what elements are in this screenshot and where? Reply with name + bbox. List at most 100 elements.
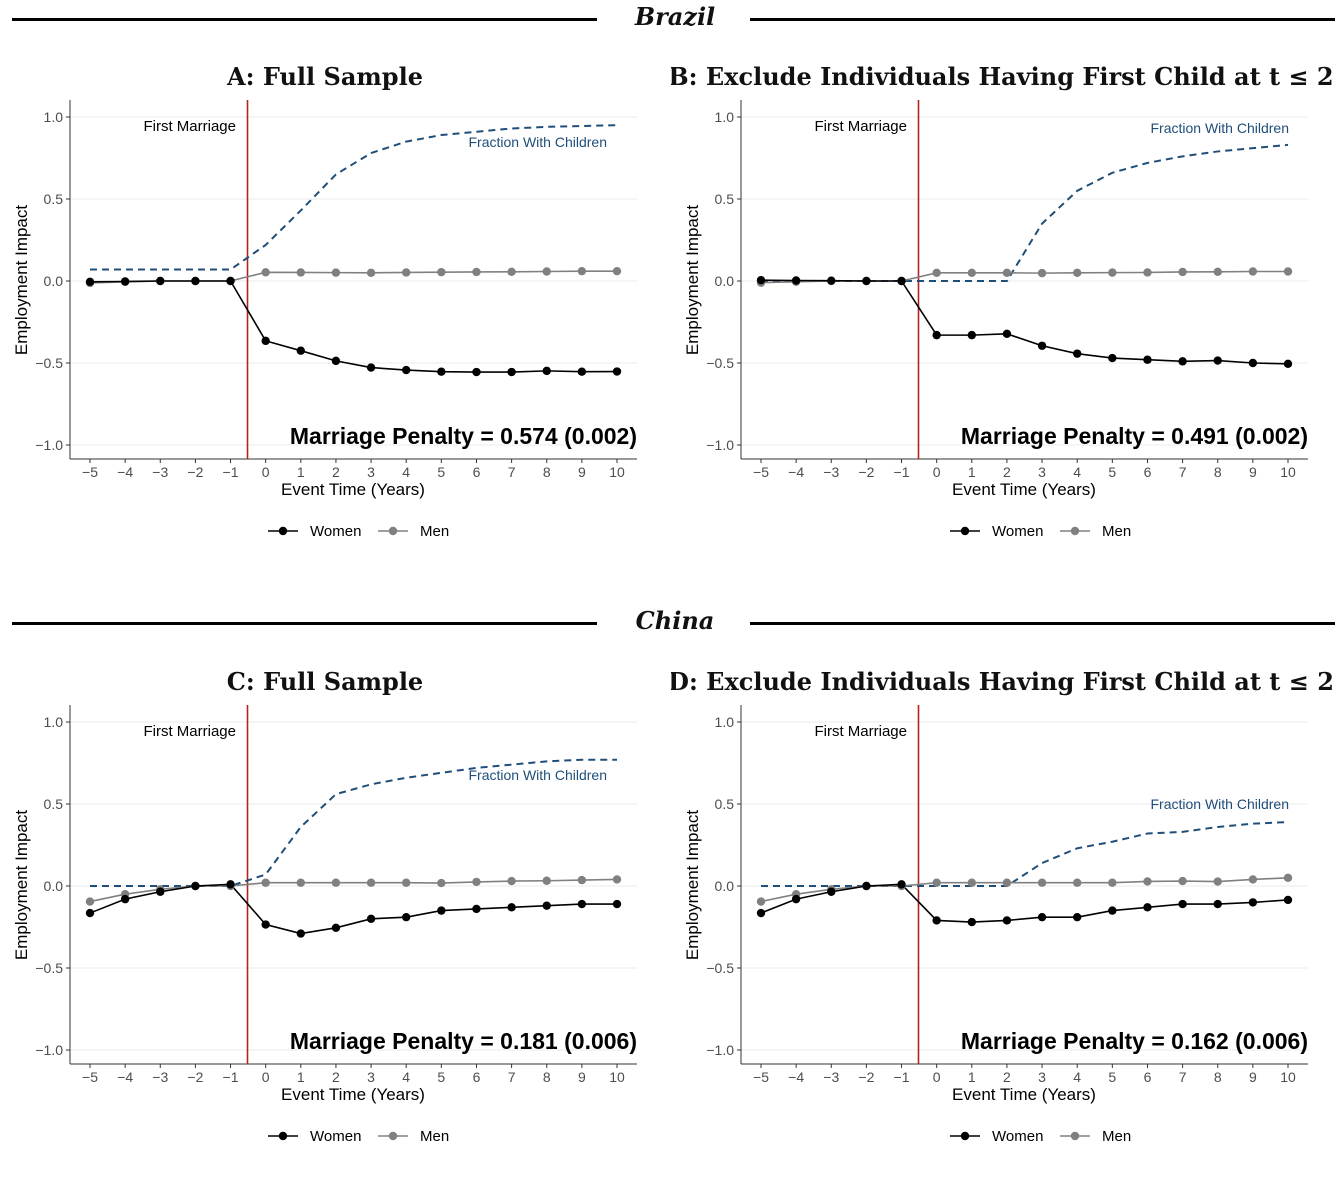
y-tick-label: −0.5 <box>706 960 734 976</box>
event-annotation: First Marriage <box>143 118 236 135</box>
x-tick-label: 9 <box>578 1069 586 1085</box>
men-point <box>1283 267 1293 276</box>
section-rule-left <box>12 622 597 625</box>
women-point <box>1283 895 1293 905</box>
women-point <box>791 276 801 285</box>
y-tick-label: 0.5 <box>44 796 64 812</box>
x-tick-label: 4 <box>1073 1069 1081 1085</box>
women-point <box>1073 912 1082 922</box>
women-point <box>85 277 95 287</box>
y-tick-label: −1.0 <box>35 437 63 453</box>
x-tick-label: −1 <box>894 1069 910 1085</box>
x-tick-label: 5 <box>437 1069 445 1085</box>
women-point <box>1248 358 1258 368</box>
women-point <box>366 914 376 923</box>
legend-men-label: Men <box>1102 1128 1131 1145</box>
x-tick-label: 4 <box>1073 464 1081 480</box>
women-point <box>967 917 976 927</box>
panel-title: B: Exclude Individuals Having First Chil… <box>671 62 1334 91</box>
panel-title: A: Full Sample <box>226 62 423 91</box>
men-point <box>612 875 622 884</box>
women-point <box>791 894 801 904</box>
men-point <box>331 268 341 277</box>
y-tick-label: −0.5 <box>35 960 63 976</box>
legend: Women Men <box>950 1128 1131 1145</box>
x-tick-label: 5 <box>437 464 445 480</box>
women-point <box>472 367 481 377</box>
men-point <box>507 267 516 277</box>
women-point <box>1248 898 1258 907</box>
x-tick-label: 8 <box>1214 1069 1222 1085</box>
men-point <box>402 878 411 887</box>
women-point <box>542 366 551 376</box>
men-point <box>1108 268 1117 277</box>
x-tick-label: 1 <box>297 464 305 480</box>
men-point <box>437 878 446 888</box>
y-axis-label: Employment Impact <box>12 810 31 960</box>
y-tick-label: 0.0 <box>44 273 64 289</box>
x-tick-label: 0 <box>933 1069 941 1085</box>
women-point <box>862 276 871 286</box>
women-point <box>191 276 200 286</box>
x-tick-label: 8 <box>543 464 551 480</box>
women-point <box>261 336 270 346</box>
women-point <box>932 916 941 925</box>
x-tick-label: 2 <box>332 464 340 480</box>
legend-women-label: Women <box>992 1128 1043 1145</box>
children-label: Fraction With Children <box>469 767 608 783</box>
x-tick-label: −2 <box>858 464 874 480</box>
women-point <box>1143 355 1152 364</box>
section-rule-left <box>12 18 597 21</box>
y-tick-label: 0.0 <box>715 878 735 894</box>
x-tick-label: −4 <box>788 1069 804 1085</box>
x-tick-label: 1 <box>968 1069 976 1085</box>
chart-panel-c: C: Full Sample −1.0 −0.5 0.0 0.5 1.0 −5 −4 −3 −2 −… <box>0 660 672 1180</box>
x-tick-label: 6 <box>1144 464 1152 480</box>
panel-title: C: Full Sample <box>227 667 423 696</box>
men-line <box>89 878 618 903</box>
y-tick-label: −0.5 <box>35 355 63 371</box>
women-point <box>402 912 411 922</box>
x-tick-label: 5 <box>1108 464 1116 480</box>
legend-women-label: Women <box>992 523 1043 540</box>
chart-panel-b: B: Exclude Individuals Having First Chil… <box>671 55 1343 575</box>
children-label: Fraction With Children <box>1151 796 1290 812</box>
x-tick-label: 9 <box>1249 1069 1257 1085</box>
x-tick-label: −1 <box>894 464 910 480</box>
x-tick-label: 0 <box>933 464 941 480</box>
men-point <box>542 876 551 885</box>
men-line <box>760 877 1289 903</box>
x-tick-label: −5 <box>753 464 769 480</box>
x-tick-label: 1 <box>968 464 976 480</box>
men-point <box>1108 878 1117 887</box>
women-point <box>191 881 200 891</box>
women-point <box>756 275 766 285</box>
x-tick-label: 1 <box>297 1069 305 1085</box>
y-axis-label: Employment Impact <box>683 205 702 355</box>
y-tick-label: 0.0 <box>715 273 735 289</box>
event-annotation: First Marriage <box>814 118 907 135</box>
legend-men-marker <box>388 1131 398 1141</box>
women-point <box>507 367 516 377</box>
women-point <box>612 367 622 376</box>
men-point <box>437 267 446 277</box>
y-tick-label: 0.5 <box>44 191 64 207</box>
x-tick-label: 6 <box>473 464 481 480</box>
men-point <box>1213 267 1222 277</box>
y-tick-label: −1.0 <box>35 1042 63 1058</box>
x-tick-label: 4 <box>402 1069 410 1085</box>
x-tick-label: 9 <box>578 464 586 480</box>
men-point <box>1143 877 1152 886</box>
x-tick-label: −1 <box>223 1069 239 1085</box>
women-point <box>1178 357 1187 366</box>
x-tick-label: 7 <box>1179 1069 1187 1085</box>
women-line <box>760 883 1289 923</box>
women-point <box>1213 356 1222 365</box>
men-point <box>612 266 622 276</box>
x-axis-label: Event Time (Years) <box>281 1085 425 1104</box>
women-point <box>120 894 130 904</box>
women-point <box>402 365 411 375</box>
x-tick-label: 7 <box>508 1069 516 1085</box>
women-point <box>1143 903 1152 912</box>
y-tick-label: 1.0 <box>44 109 64 125</box>
